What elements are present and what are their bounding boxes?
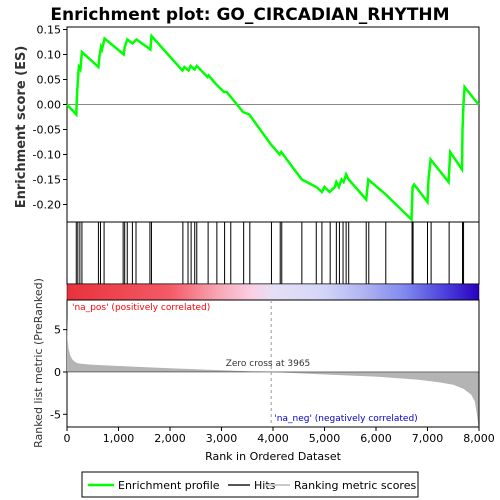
es-axis-label: Enrichment score (ES) [14, 46, 29, 209]
rank-axis-label: Ranked list metric (PreRanked) [32, 278, 45, 448]
rank-tick-label: 0 [54, 366, 61, 379]
es-panel-frame [66, 26, 480, 223]
es-tick-label: -0.15 [33, 174, 61, 187]
x-tick-label: 4,000 [257, 432, 289, 445]
x-tick-label: 6,000 [360, 432, 392, 445]
hits-panel-frame [66, 221, 480, 285]
es-panel-ticks: 0.15 0.10 0.05 0.00 -0.05 -0.10 -0.15 -0.20 [33, 24, 67, 212]
neg-correlated-label: 'na_neg' (negatively correlated) [274, 414, 417, 424]
legend-item-hits: Hits [254, 479, 276, 492]
es-tick-label: -0.10 [33, 149, 61, 162]
es-tick-label: 0.15 [37, 24, 62, 37]
zero-cross-label: Zero cross at 3965 [226, 359, 311, 369]
legend-item-profile: Enrichment profile [118, 479, 220, 492]
pos-correlated-label: 'na_pos' (positively correlated) [72, 303, 210, 313]
hits-marks [75, 222, 465, 284]
es-tick-label: -0.20 [33, 199, 61, 212]
x-axis-ticks: 0 1,000 2,000 3,000 4,000 5,000 6,000 7,000 8,00… [64, 427, 495, 445]
x-tick-label: 0 [64, 432, 71, 445]
chart-title: Enrichment plot: GO_CIRCADIAN_RHYTHM [50, 5, 449, 25]
es-tick-label: 0.10 [37, 49, 62, 62]
rank-tick-label: -5 [50, 408, 61, 421]
es-tick-label: 0.00 [37, 99, 62, 112]
es-tick-label: 0.05 [37, 74, 62, 87]
x-tick-label: 1,000 [103, 432, 135, 445]
x-tick-label: 8,000 [463, 432, 495, 445]
rank-panel-ticks: 5 0 -5 [50, 324, 67, 421]
legend: Enrichment profile Hits Ranking metric s… [81, 471, 419, 498]
x-tick-label: 3,000 [206, 432, 238, 445]
enrichment-profile-line [66, 32, 480, 223]
rank-color-bar [66, 283, 480, 301]
x-tick-label: 2,000 [154, 432, 186, 445]
rank-tick-label: 5 [54, 324, 61, 337]
es-tick-label: -0.05 [33, 124, 61, 137]
x-tick-label: 5,000 [309, 432, 341, 445]
x-axis-label: Rank in Ordered Dataset [205, 450, 342, 463]
legend-item-metric: Ranking metric scores [294, 479, 416, 492]
x-tick-label: 7,000 [412, 432, 444, 445]
